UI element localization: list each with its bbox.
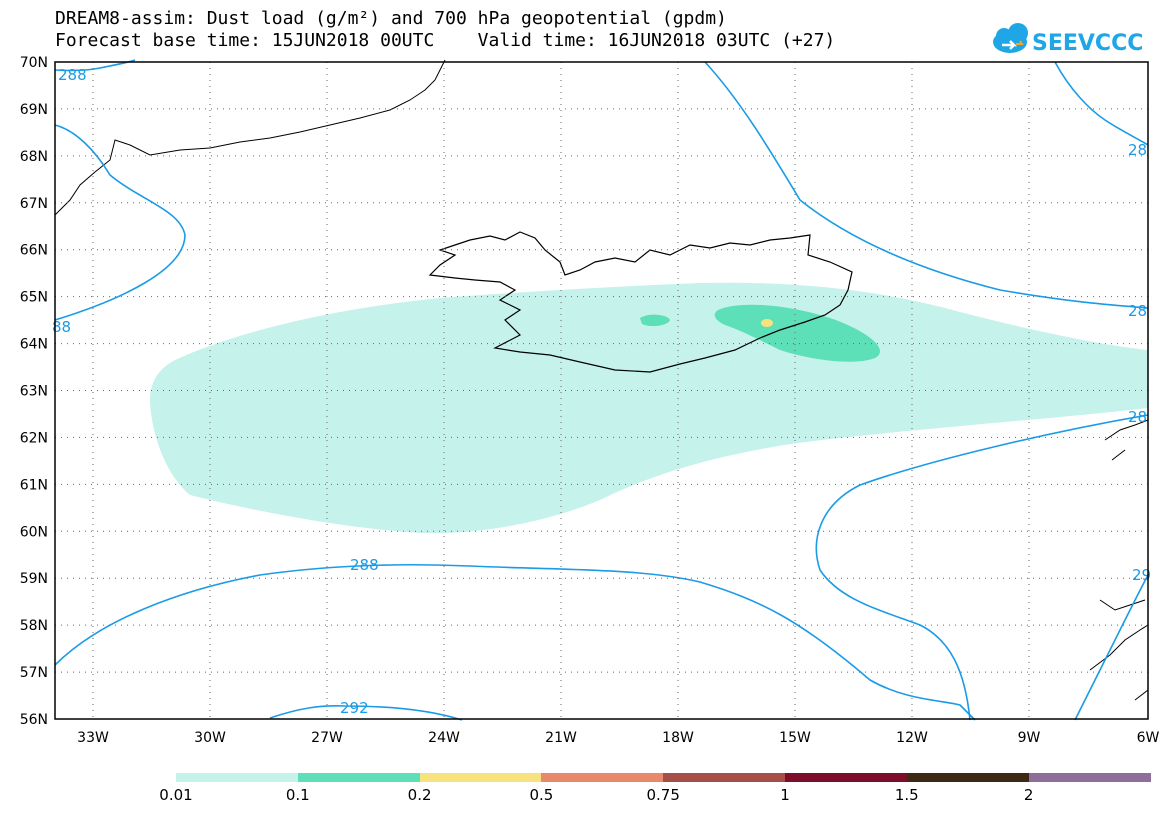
lat-label: 59N (20, 571, 48, 587)
faroe-norway-coastline (1089, 419, 1149, 701)
dust-area-light (150, 282, 1148, 534)
cloud-icon (993, 23, 1028, 53)
contour-label: 292 (340, 699, 369, 717)
lat-label: 67N (20, 196, 48, 212)
chart-title: DREAM8-assim: Dust load (g/m²) and 700 h… (55, 8, 727, 29)
seevccc-logo: SEEVCCC (993, 23, 1143, 56)
colorbar-segment (176, 773, 299, 782)
colorbar-label: 0.2 (407, 786, 432, 804)
contour-labels: 288 88 288 292 28 28 28 29 (52, 66, 1151, 717)
latitude-labels: 70N 69N 68N 67N 66N 65N 64N 63N 62N 61N 60N 59N 58N 5… (20, 55, 48, 728)
lon-label: 12W (896, 730, 928, 746)
contour-label: 28 (1128, 141, 1147, 159)
lon-label: 24W (428, 730, 460, 746)
contour-label: 28 (1128, 302, 1147, 320)
lat-label: 56N (20, 712, 48, 728)
colorbar-segment (906, 773, 1030, 782)
lon-label: 27W (311, 730, 343, 746)
colorbar-segment (541, 773, 664, 782)
lat-label: 68N (20, 149, 48, 165)
lat-label: 62N (20, 430, 48, 446)
lon-label: 30W (194, 730, 226, 746)
colorbar-label: 1.5 (894, 786, 919, 804)
lat-label: 70N (20, 55, 48, 71)
lat-label: 66N (20, 243, 48, 259)
lat-label: 61N (20, 477, 48, 493)
lon-label: 18W (662, 730, 694, 746)
colorbar-label: 0.1 (285, 786, 310, 804)
colorbar-segment (785, 773, 908, 782)
colorbar-segment (297, 773, 421, 782)
lat-label: 60N (20, 524, 48, 540)
dust-area-high (761, 319, 773, 327)
greenland-coastline (54, 59, 446, 216)
contour-label: 288 (58, 66, 87, 84)
dust-area-medium (714, 304, 880, 362)
lat-label: 69N (20, 102, 48, 118)
contour-label: 88 (52, 318, 71, 336)
lat-label: 65N (20, 290, 48, 306)
colorbar-segment (419, 773, 542, 782)
lon-label: 9W (1018, 730, 1041, 746)
lat-label: 57N (20, 665, 48, 681)
colorbar-segment (663, 773, 786, 782)
colorbar-segment (1028, 773, 1151, 782)
lon-label: 6W (1137, 730, 1160, 746)
chart-subtitle: Forecast base time: 15JUN2018 00UTC Vali… (55, 30, 836, 51)
colorbar-label: 2 (1023, 786, 1034, 804)
lon-label: 15W (779, 730, 811, 746)
colorbar-label: 0.5 (529, 786, 554, 804)
dust-area-medium-small (640, 314, 670, 327)
graticule (55, 62, 1148, 719)
geopotential-contours (54, 59, 1149, 721)
lat-label: 58N (20, 618, 48, 634)
colorbar-label: 0.75 (646, 786, 680, 804)
map-frame (54, 61, 1149, 720)
logo-text: SEEVCCC (1032, 31, 1143, 56)
lon-label: 33W (77, 730, 109, 746)
colorbar-label: 1 (780, 786, 790, 804)
lon-label: 21W (545, 730, 577, 746)
lat-label: 64N (20, 337, 48, 353)
contour-label: 288 (350, 556, 379, 574)
lat-label: 63N (20, 384, 48, 400)
colorbar-label: 0.01 (159, 786, 193, 804)
longitude-labels: 33W 30W 27W 24W 21W 18W 15W 12W 9W 6W (77, 730, 1159, 746)
contour-label: 29 (1132, 566, 1151, 584)
contour-label: 28 (1128, 408, 1147, 426)
